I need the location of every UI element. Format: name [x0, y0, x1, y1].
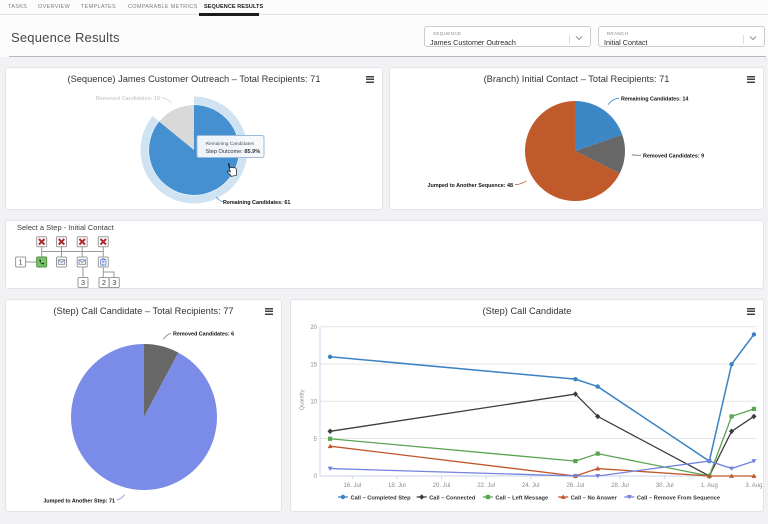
svg-text:28. Jul: 28. Jul [611, 483, 629, 489]
svg-text:Call – No Answer: Call – No Answer [571, 496, 618, 502]
svg-text:10: 10 [310, 400, 317, 406]
svg-text:Remaining Candidates: 61: Remaining Candidates: 61 [223, 200, 290, 206]
svg-text:Call – Remove From Sequence: Call – Remove From Sequence [637, 496, 720, 502]
svg-text:Remaining Candidates: 14: Remaining Candidates: 14 [621, 97, 688, 103]
svg-text:3: 3 [112, 278, 116, 287]
svg-text:Remaining Candidates: Remaining Candidates [206, 141, 255, 147]
svg-text:24. Jul: 24. Jul [522, 483, 540, 489]
svg-text:30. Jul: 30. Jul [656, 483, 674, 489]
svg-text:1: 1 [19, 258, 23, 267]
svg-text:3: 3 [81, 278, 85, 287]
svg-text:Jumped to Another Step: 71: Jumped to Another Step: 71 [43, 499, 115, 505]
svg-text:Select a Step - Initial Contac: Select a Step - Initial Contact [17, 223, 115, 232]
svg-text:2: 2 [102, 278, 106, 287]
svg-text:3. Aug: 3. Aug [745, 483, 762, 489]
svg-text:20. Jul: 20. Jul [433, 483, 451, 489]
svg-text:5: 5 [314, 437, 318, 443]
svg-text:Jumped to Another Sequence: 48: Jumped to Another Sequence: 48 [428, 183, 513, 189]
svg-text:Quantity: Quantity [300, 390, 306, 411]
svg-text:26. Jul: 26. Jul [567, 483, 585, 489]
svg-text:Removed Candidates: 6: Removed Candidates: 6 [173, 332, 234, 338]
svg-text:1. Aug: 1. Aug [701, 483, 718, 489]
svg-text:Call – Left Message: Call – Left Message [495, 496, 548, 502]
svg-text:Call – Completed Step: Call – Completed Step [351, 496, 412, 502]
svg-text:20: 20 [310, 325, 317, 331]
svg-text:15: 15 [310, 363, 317, 369]
svg-text:Call – Connected: Call – Connected [429, 496, 476, 502]
svg-text:Removed Candidates: 9: Removed Candidates: 9 [643, 154, 704, 160]
svg-text:0: 0 [314, 474, 318, 480]
svg-text:16. Jul: 16. Jul [343, 483, 361, 489]
svg-text:Step Outcome: 85.9%: Step Outcome: 85.9% [206, 149, 261, 155]
svg-text:22. Jul: 22. Jul [477, 483, 495, 489]
svg-text:18. Jul: 18. Jul [388, 483, 406, 489]
svg-text:Removed Candidates: 10: Removed Candidates: 10 [96, 96, 160, 102]
